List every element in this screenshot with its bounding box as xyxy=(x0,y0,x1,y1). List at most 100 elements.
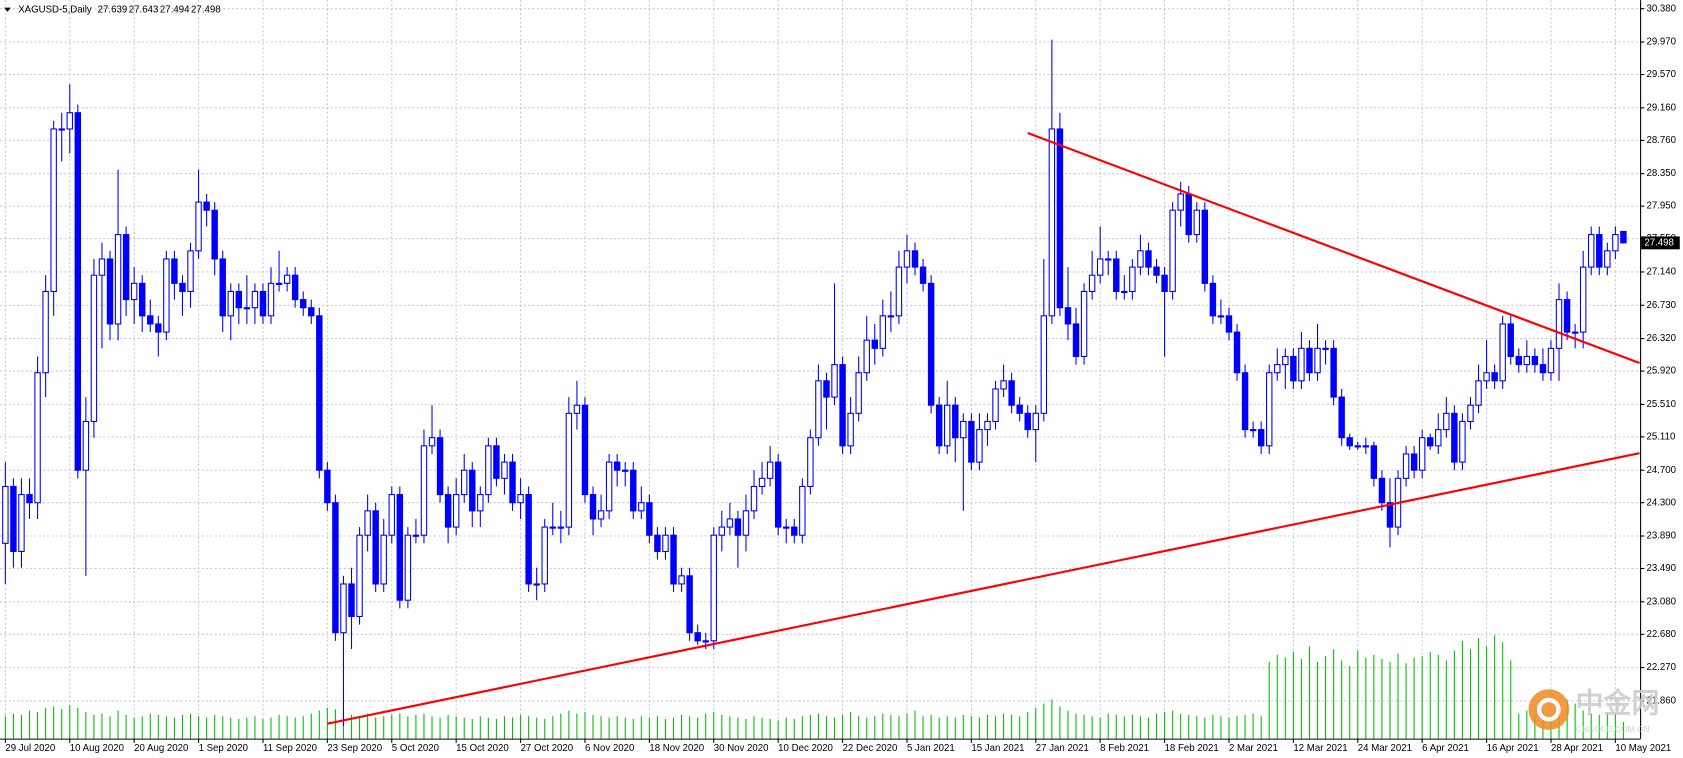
candle-body xyxy=(195,201,202,252)
header-low: 27.494 xyxy=(160,4,190,15)
candle-body xyxy=(1410,453,1418,471)
candle-body xyxy=(613,461,621,471)
candle-body xyxy=(654,534,661,552)
trendline-layer xyxy=(327,132,1640,725)
x-tick-label: 15 Oct 2020 xyxy=(456,743,509,754)
candle-body xyxy=(2,485,9,544)
candle-body xyxy=(1274,364,1281,374)
candle-body xyxy=(1161,274,1168,293)
candle-body xyxy=(1354,445,1361,448)
candle-body xyxy=(1596,234,1603,268)
candle-body xyxy=(1080,290,1088,357)
x-tick-label: 30 Nov 2020 xyxy=(714,743,769,754)
header-open: 27.639 xyxy=(98,4,128,15)
candle-body xyxy=(1056,128,1064,309)
candle-body xyxy=(171,258,178,284)
x-tick-label: 27 Oct 2020 xyxy=(521,743,574,754)
candle-body xyxy=(90,274,98,422)
candle-body xyxy=(952,404,959,439)
candle-body xyxy=(18,494,25,552)
candle-body xyxy=(1338,396,1345,439)
candle-body xyxy=(283,274,291,284)
candle-body xyxy=(1105,258,1112,261)
candle-body xyxy=(1427,437,1434,447)
candle-body xyxy=(26,494,33,504)
header-close: 27.498 xyxy=(191,4,221,15)
candle-body xyxy=(1064,307,1072,325)
x-tick-label: 10 May 2021 xyxy=(1615,743,1671,754)
y-tick-label: 29.570 xyxy=(1647,69,1677,80)
candle-body xyxy=(1322,347,1329,350)
candle-body xyxy=(1241,372,1249,431)
candle-body xyxy=(420,445,428,536)
candle-body xyxy=(847,412,854,447)
x-tick-label: 15 Jan 2021 xyxy=(971,743,1024,754)
candle-body xyxy=(622,469,629,472)
candle-body xyxy=(1314,347,1321,374)
x-tick-label: 6 Nov 2020 xyxy=(585,743,634,754)
y-tick-label: 27.950 xyxy=(1647,201,1677,212)
candle-body xyxy=(130,282,138,301)
y-tick-label: 26.320 xyxy=(1647,333,1677,344)
x-tick-label: 8 Feb 2021 xyxy=(1100,743,1149,754)
candle-body xyxy=(1491,372,1498,382)
candle-body xyxy=(1386,502,1394,528)
watermark: 中金网 CNGOLD.COM.CN xyxy=(1528,687,1660,734)
candle-body xyxy=(1306,347,1313,374)
candle-body xyxy=(831,364,838,398)
candle-body xyxy=(219,258,226,317)
candle-body xyxy=(122,234,130,301)
y-tick-label: 29.970 xyxy=(1647,37,1677,48)
x-tick-label: 18 Feb 2021 xyxy=(1165,743,1219,754)
candle-body xyxy=(66,112,73,130)
candle-layer xyxy=(2,39,1627,727)
header: XAGUSD-5,Daily 27.639 27.643 27.494 27.4… xyxy=(4,4,221,15)
candle-body xyxy=(1048,128,1056,317)
y-tick-label: 29.160 xyxy=(1647,102,1677,113)
candle-body xyxy=(1008,380,1015,406)
candle-body xyxy=(517,494,524,504)
y-tick-label: 28.350 xyxy=(1647,168,1677,179)
candle-body xyxy=(428,437,436,447)
candle-body xyxy=(686,575,693,634)
candle-body xyxy=(662,534,669,552)
candle-body xyxy=(1266,372,1273,447)
candle-body xyxy=(638,502,645,512)
candle-body xyxy=(1531,355,1539,366)
candle-body xyxy=(766,461,774,479)
candle-body xyxy=(597,510,605,520)
candle-body xyxy=(58,128,65,131)
candle-body xyxy=(291,274,299,301)
candle-body xyxy=(1185,193,1192,236)
candle-body xyxy=(114,234,122,325)
candle-body xyxy=(1298,347,1305,382)
candle-body xyxy=(855,372,862,414)
candle-body xyxy=(211,209,218,260)
candle-body xyxy=(493,445,500,479)
candle-body xyxy=(155,323,162,333)
candle-body xyxy=(1145,250,1152,268)
candle-body xyxy=(758,477,766,487)
candle-body xyxy=(895,266,903,317)
candle-body xyxy=(364,510,371,536)
candle-body xyxy=(1475,380,1482,406)
candle-body xyxy=(82,420,90,471)
candle-body xyxy=(509,461,516,504)
candle-body xyxy=(911,250,919,268)
y-tick-label: 21.860 xyxy=(1647,695,1677,706)
candle-body xyxy=(734,518,742,536)
x-tick-label: 27 Jan 2021 xyxy=(1036,743,1089,754)
candle-body xyxy=(348,583,355,617)
x-tick-label: 5 Jan 2021 xyxy=(907,743,955,754)
candle-body xyxy=(1217,315,1225,318)
watermark-title: 中金网 xyxy=(1576,687,1660,719)
candle-body xyxy=(106,258,114,325)
candle-body xyxy=(267,282,275,317)
candle-body xyxy=(1443,412,1450,431)
x-tick-label: 2 Mar 2021 xyxy=(1229,743,1278,754)
candle-body xyxy=(485,445,492,496)
x-tick-label: 24 Mar 2021 xyxy=(1358,743,1412,754)
candle-body xyxy=(380,534,387,585)
candle-body xyxy=(1096,258,1104,276)
candle-body xyxy=(1233,331,1241,374)
